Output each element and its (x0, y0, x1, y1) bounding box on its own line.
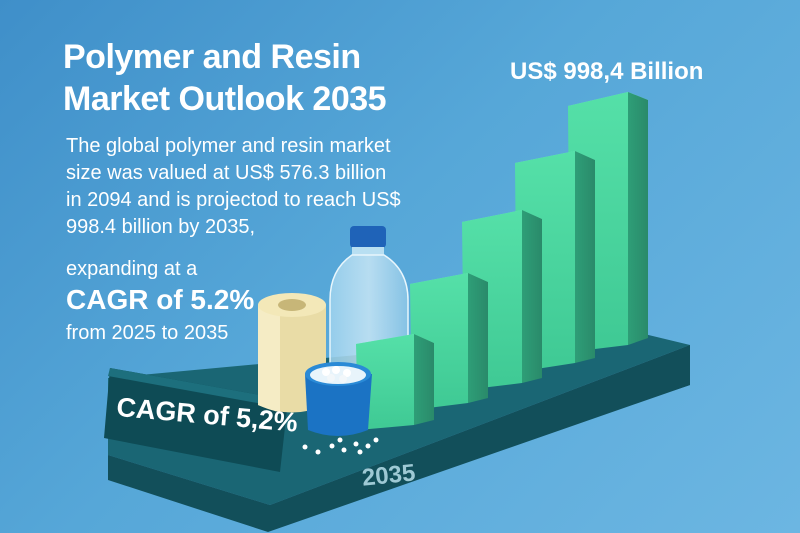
pellet-cup (305, 362, 372, 436)
cagr-badge (104, 368, 288, 472)
market-value-label: US$ 998,4 Billion (510, 58, 704, 85)
expanding-text: expanding at a (66, 258, 198, 280)
year-label: 2035 (360, 459, 417, 492)
period-text: from 2025 to 2035 (66, 322, 229, 344)
resin-pellets (302, 437, 379, 455)
page-title: Polymer and Resin Market Outlook 2035 (63, 38, 387, 118)
description-text: The global polymer and resin market size… (66, 135, 401, 238)
cagr-headline: CAGR of 5.2% (66, 284, 255, 315)
bar-2 (356, 334, 434, 430)
